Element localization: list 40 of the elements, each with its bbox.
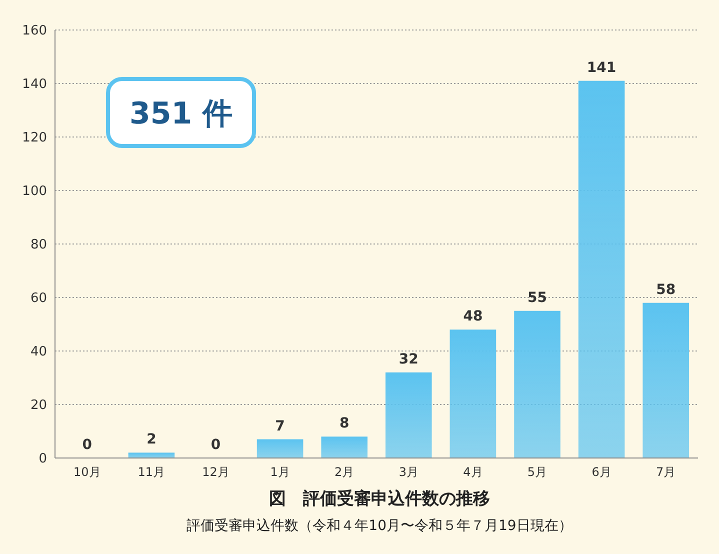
y-tick-label: 40 <box>30 344 47 360</box>
bar <box>256 439 304 458</box>
bar <box>578 80 625 458</box>
data-label: 55 <box>528 290 547 306</box>
x-tick-label: 2月 <box>334 465 354 479</box>
y-tick-label: 100 <box>22 184 47 200</box>
data-label: 48 <box>463 308 483 325</box>
data-label: 32 <box>398 351 418 368</box>
bar <box>514 310 560 458</box>
x-tick-label: 1月 <box>270 465 290 479</box>
data-label: 8 <box>339 416 350 432</box>
y-tick-label: 120 <box>22 130 47 146</box>
y-tick-label: 140 <box>22 77 47 92</box>
x-tick-label: 4月 <box>463 465 483 479</box>
data-label: 2 <box>146 432 156 448</box>
bar <box>386 372 432 458</box>
bar <box>450 330 496 458</box>
x-tick-label: 10月 <box>74 465 101 479</box>
bar <box>642 302 689 458</box>
data-label: 141 <box>586 60 616 76</box>
text: 評価受審申込件数（令和４年10月〜令和５年７月19日現在） <box>186 518 572 534</box>
annotation: 351 件 <box>129 96 233 132</box>
y-tick-label: 0 <box>38 452 47 467</box>
y-tick-label: 160 <box>22 24 47 39</box>
y-tick-label: 60 <box>30 291 47 306</box>
x-tick-label: 5月 <box>527 465 548 479</box>
x-tick-label: 3月 <box>398 465 418 479</box>
x-tick-label: 11月 <box>138 465 166 479</box>
data-label: 0 <box>210 437 221 453</box>
y-tick-label: 80 <box>30 238 47 253</box>
data-label: 58 <box>656 282 676 298</box>
text: 図 評価受審申込件数の推移 <box>269 489 490 509</box>
data-label: 7 <box>275 418 285 434</box>
x-tick-label: 7月 <box>656 465 676 479</box>
data-label: 0 <box>82 437 92 453</box>
x-tick-label: 6月 <box>592 465 612 479</box>
x-tick-label: 12月 <box>202 465 230 479</box>
bar <box>128 452 175 458</box>
y-tick-label: 20 <box>30 398 47 414</box>
bar <box>321 436 368 458</box>
